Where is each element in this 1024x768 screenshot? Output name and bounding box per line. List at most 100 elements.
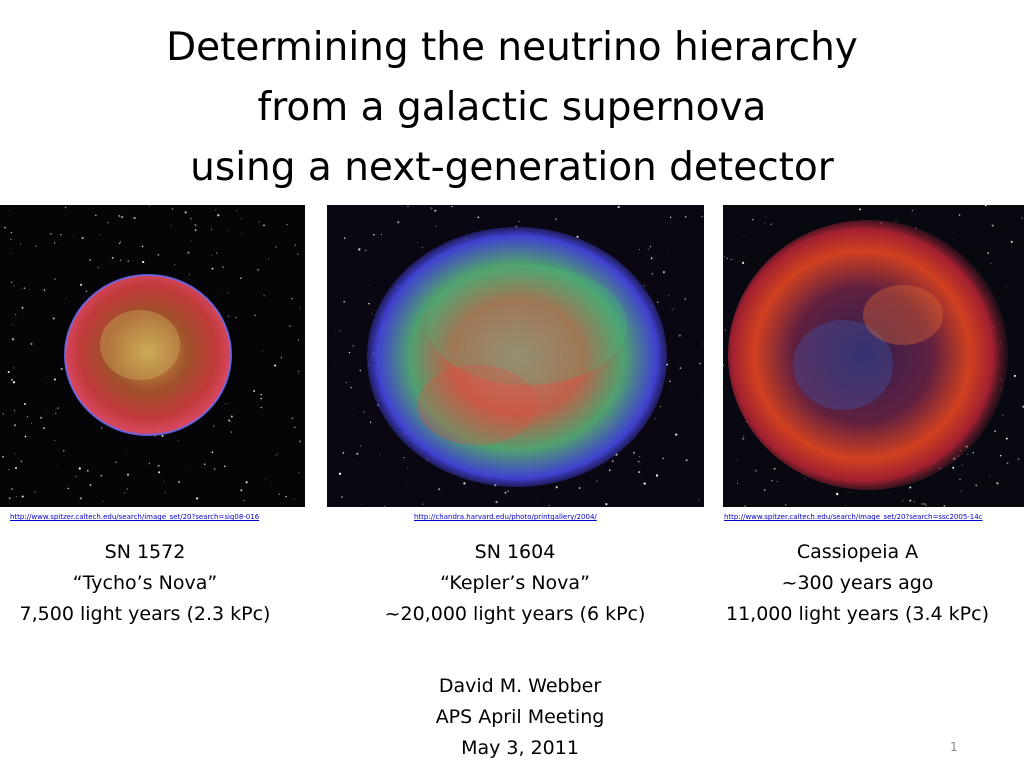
star [228,419,231,422]
star [260,397,263,400]
star [60,263,61,264]
star [20,460,23,463]
star [576,235,579,238]
star [742,437,745,440]
star [300,306,301,308]
star [662,271,666,274]
star [133,216,136,220]
caption-line: 7,500 light years (2.3 kPc) [19,603,271,625]
star [754,469,757,472]
star [668,294,670,297]
star [253,407,255,409]
star [253,390,255,392]
image-source-link-3[interactable]: http://www.spitzer.caltech.edu/search/im… [724,513,983,521]
star [638,249,640,250]
star [240,217,242,219]
star [363,411,365,413]
star [99,234,101,236]
star [210,255,212,257]
star [286,223,288,226]
star [298,440,302,443]
author-name: David M. Webber [438,675,602,697]
star [103,501,105,502]
star [10,253,12,254]
star [60,367,63,371]
star [52,317,55,320]
star [101,428,103,430]
star [1005,437,1008,440]
star [13,367,15,369]
star [275,454,277,456]
star [11,296,13,297]
star [66,298,67,299]
star [1013,374,1016,377]
star [55,412,57,414]
star [171,208,174,210]
star [356,452,359,455]
star [235,316,237,319]
star [655,474,659,477]
star [639,455,641,457]
star [29,288,30,290]
star [1005,285,1007,287]
star [430,207,433,210]
star [991,224,994,227]
star [555,218,558,221]
cassiopeia-caption: Cassiopeia A ~300 years ago 11,000 light… [710,537,1005,630]
star [438,488,441,491]
image-source-link-1[interactable]: http://www.spitzer.caltech.edu/search/im… [10,513,260,521]
star [776,481,778,483]
star [477,216,480,219]
star [245,481,248,484]
meeting-name: APS April Meeting [435,706,605,728]
star [280,356,283,359]
star [958,214,961,216]
star [298,370,300,372]
star [73,236,75,238]
star [123,492,126,494]
star [46,376,48,378]
star [24,435,27,438]
star [785,504,787,506]
star [650,257,653,259]
star [406,482,407,483]
star [407,205,409,208]
star [632,451,636,454]
star [844,504,846,506]
star [698,499,700,501]
star [34,491,36,494]
star [23,402,27,406]
star [11,488,13,490]
image-source-link-2[interactable]: http://chandra.harvard.edu/photo/printga… [414,513,597,521]
star [972,452,974,454]
star [11,281,13,283]
star [294,244,296,246]
star [236,209,238,212]
star [605,503,608,506]
star [294,426,296,428]
star [53,242,56,244]
star [372,313,374,315]
star [297,253,299,255]
star [10,232,12,234]
star [659,405,661,407]
title-line-3: using a next-generation detector [190,145,834,190]
star [240,489,243,492]
star [170,225,172,227]
star [2,455,4,458]
star [679,367,682,369]
star [157,464,160,467]
star [902,500,904,502]
star [274,364,277,367]
star [63,450,65,452]
star [53,378,56,381]
star [43,427,45,429]
star [186,467,188,468]
star [260,393,262,396]
star [4,226,6,229]
star [988,475,990,477]
star [662,457,664,460]
star [921,503,923,505]
star [13,424,17,427]
star [667,253,669,255]
